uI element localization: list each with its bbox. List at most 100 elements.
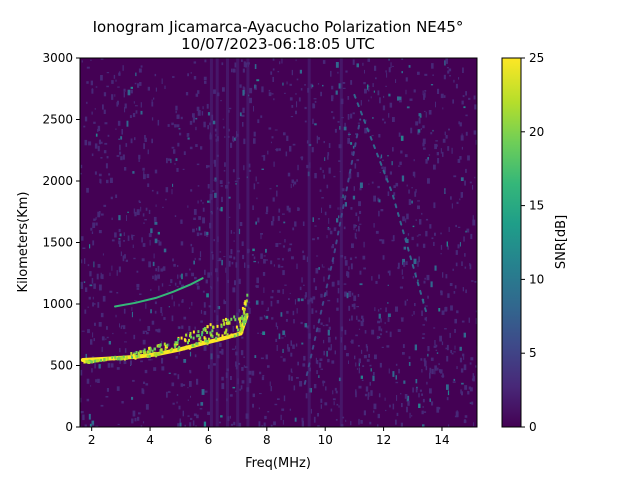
noise-pixel [328,317,330,323]
noise-pixel [430,132,433,135]
noise-pixel [149,239,151,246]
noise-pixel [90,80,93,86]
noise-pixel [98,230,102,234]
noise-pixel [271,290,274,293]
noise-pixel [286,310,289,314]
noise-pixel [403,262,406,267]
noise-pixel [277,398,280,400]
echo-pixel [206,339,209,343]
noise-pixel [417,200,420,202]
noise-pixel [461,320,465,323]
noise-pixel [383,166,387,173]
heatmap-background [80,58,477,427]
noise-pixel [158,241,162,246]
noise-pixel [360,320,364,327]
noise-pixel [101,346,103,352]
noise-pixel [291,376,293,381]
noise-pixel [296,308,298,314]
noise-pixel [175,158,178,161]
noise-pixel [336,218,339,223]
noise-pixel [131,234,134,241]
noise-pixel [93,218,96,221]
noise-pixel [91,278,94,284]
noise-pixel [90,59,92,61]
noise-pixel [223,170,226,172]
noise-pixel [130,138,133,144]
colorbar-label: SNR[dB] [554,215,569,269]
noise-pixel [161,283,164,287]
noise-pixel [174,282,177,286]
noise-pixel [126,120,129,127]
noise-pixel [422,90,424,96]
echo-pixel [184,339,187,343]
echo-pixel [163,342,166,346]
noise-pixel [263,259,266,264]
noise-pixel [292,143,296,146]
noise-pixel [285,319,288,322]
noise-pixel [389,171,392,175]
noise-pixel [305,292,307,298]
noise-pixel [300,321,303,325]
noise-pixel [239,84,242,88]
noise-pixel [259,371,262,375]
noise-pixel [395,182,399,187]
noise-pixel [251,254,254,256]
noise-pixel [193,76,197,80]
echo-pixel [220,324,223,328]
noise-pixel [110,196,113,200]
noise-pixel [154,73,157,77]
noise-pixel [231,261,234,265]
noise-pixel [321,197,324,199]
noise-pixel [469,402,472,404]
noise-pixel [142,213,145,217]
noise-pixel [286,205,290,211]
noise-pixel [111,217,113,220]
noise-pixel [431,368,434,375]
noise-pixel [300,88,303,91]
noise-pixel [385,85,387,87]
noise-pixel [179,418,181,423]
noise-pixel [269,188,272,190]
noise-pixel [474,176,476,179]
noise-pixel [356,368,358,370]
noise-pixel [447,146,450,151]
noise-pixel [249,307,251,314]
noise-pixel [471,280,474,282]
noise-pixel [140,206,142,212]
noise-pixel [280,266,284,268]
noise-pixel [402,344,405,348]
noise-pixel [206,293,209,298]
noise-pixel [306,164,309,169]
noise-pixel [183,151,186,155]
noise-pixel [213,89,216,94]
noise-pixel [371,276,373,281]
noise-pixel [338,160,341,162]
noise-pixel [189,120,193,125]
noise-pixel [388,58,390,61]
noise-pixel [365,386,369,392]
noise-pixel [123,88,126,92]
noise-pixel [95,133,98,137]
noise-pixel [151,189,154,192]
noise-pixel [405,218,407,223]
noise-pixel [436,144,438,147]
noise-pixel [286,135,289,141]
noise-pixel [434,340,436,346]
noise-pixel [461,192,463,198]
noise-pixel [173,149,176,154]
noise-pixel [396,412,399,416]
noise-pixel [242,122,244,127]
noise-pixel [302,363,306,367]
noise-pixel [312,217,314,222]
echo-pixel [156,344,159,348]
noise-pixel [351,292,354,296]
noise-pixel [355,334,358,337]
echo-pixel [228,321,231,325]
noise-pixel [386,345,390,348]
echo-pixel [197,330,200,334]
echo-pixel [226,333,229,337]
noise-pixel [392,65,394,67]
noise-pixel [356,306,359,308]
noise-pixel [370,96,372,99]
